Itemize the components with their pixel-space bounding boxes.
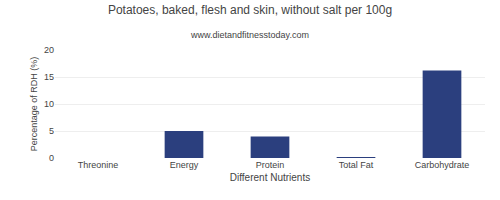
svg-text:5: 5 [49,126,54,136]
svg-text:www.dietandfitnesstoday.com: www.dietandfitnesstoday.com [190,30,309,40]
svg-text:Carbohydrate: Carbohydrate [415,160,470,170]
svg-text:Potatoes, baked, flesh and ski: Potatoes, baked, flesh and skin, without… [108,3,392,17]
svg-text:Different Nutrients: Different Nutrients [230,172,310,183]
svg-text:Total Fat: Total Fat [339,160,374,170]
svg-text:Protein: Protein [256,160,285,170]
svg-text:10: 10 [44,99,54,109]
svg-text:Threonine: Threonine [78,160,119,170]
svg-text:0: 0 [49,153,54,163]
svg-text:Percentage of RDH (%): Percentage of RDH (%) [29,57,39,152]
svg-text:Energy: Energy [170,160,199,170]
svg-text:20: 20 [44,45,54,55]
svg-text:15: 15 [44,72,54,82]
